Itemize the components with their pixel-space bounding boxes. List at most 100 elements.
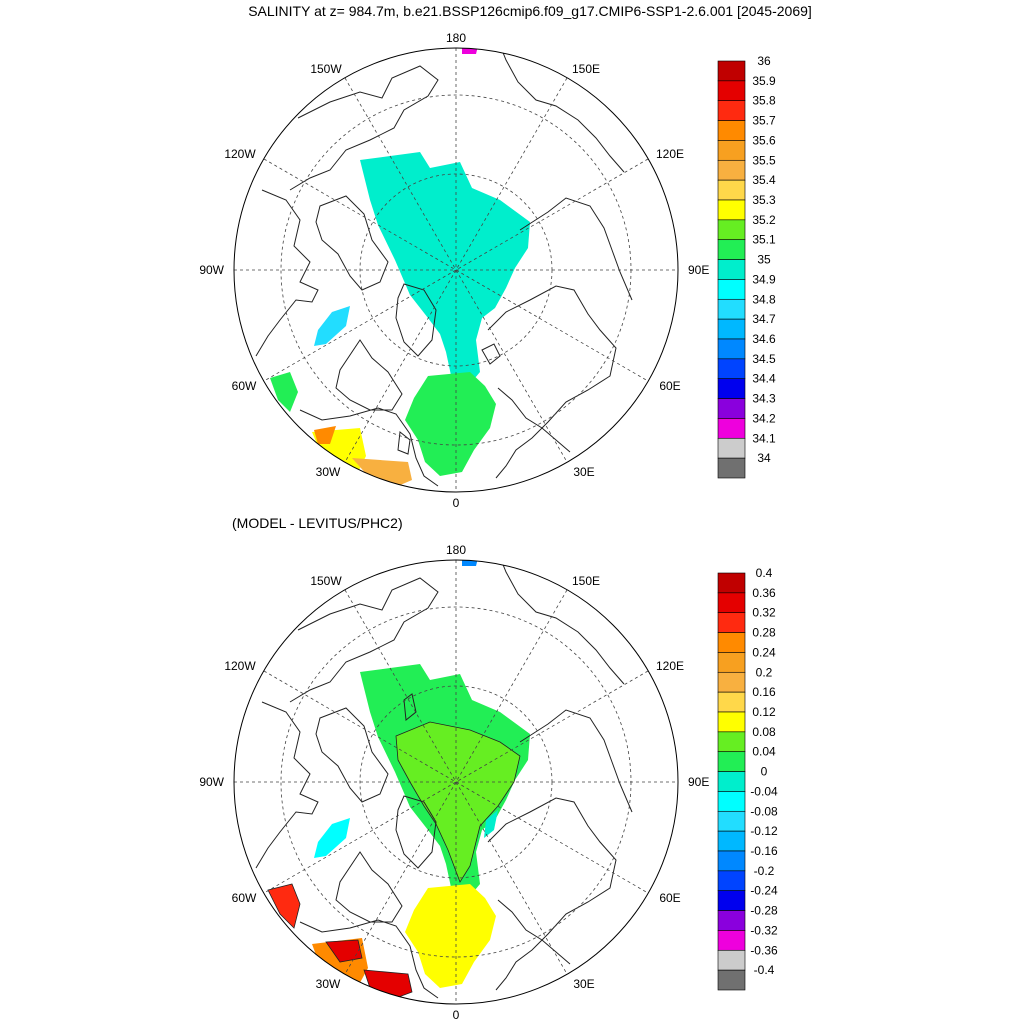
top-arctic-basin-fill xyxy=(360,152,530,384)
bottom-colorbar-tick-label: -0.04 xyxy=(750,784,778,798)
bottom-label-120w: 120W xyxy=(224,659,256,673)
bottom-baffin-fill xyxy=(314,818,350,858)
top-label-150w: 150W xyxy=(310,62,342,76)
top-colorbar-swatch xyxy=(717,259,746,280)
bottom-label-0: 0 xyxy=(453,1008,460,1022)
top-colorbar-tick-label: 34.9 xyxy=(752,272,776,286)
bottom-colorbar-tick-label: -0.28 xyxy=(750,904,778,918)
top-longitude-labels: 180 0 90W 90E 150W 120W 150E 120E 60W 30… xyxy=(199,31,709,510)
bottom-colorbar-swatch xyxy=(717,910,746,931)
top-colorbar-tick-label: 34.7 xyxy=(752,312,776,326)
bottom-colorbar-swatch xyxy=(717,592,746,614)
top-label-30w: 30W xyxy=(316,465,341,479)
bottom-label-60e: 60E xyxy=(659,891,680,905)
top-colorbar-tick-label: 35.7 xyxy=(752,114,776,128)
top-colorbar-swatch xyxy=(717,179,746,201)
bottom-label-150e: 150E xyxy=(572,574,600,588)
bottom-colorbar-tick-label: -0.32 xyxy=(750,923,778,937)
top-colorbar-swatch xyxy=(717,318,746,340)
bottom-longitude-labels: 180 0 90W 90E 150W 120W 150E 120E 60W 30… xyxy=(199,543,709,1022)
bottom-colorbar-swatch xyxy=(717,632,746,653)
top-colorbar-tick-label: 35.2 xyxy=(752,213,776,227)
bottom-colorbar-tick-label: -0.12 xyxy=(750,824,778,838)
bottom-colorbar-swatch xyxy=(717,810,746,832)
bottom-polar-map: 180 0 90W 90E 150W 120W 150E 120E 60W 30… xyxy=(199,543,709,1022)
top-label-150e: 150E xyxy=(572,62,600,76)
top-colorbar-tick-label: 34.5 xyxy=(752,352,776,366)
top-colorbar-swatch xyxy=(717,120,746,141)
bottom-colorbar-swatch xyxy=(717,612,746,633)
bottom-labrador-red-fill xyxy=(267,883,301,929)
top-nordic-seas-fill xyxy=(405,372,496,476)
top-colorbar-tick-label: 35.5 xyxy=(752,153,776,167)
top-colorbar-swatch xyxy=(717,418,746,439)
bottom-colorbar-tick-label: -0.36 xyxy=(750,943,778,957)
bottom-colorbar-tick-label: 0.16 xyxy=(752,685,776,699)
top-colorbar-tick-label: 35.6 xyxy=(752,133,776,147)
bottom-label-180: 180 xyxy=(446,543,466,557)
top-bering-magenta-fill xyxy=(462,48,478,54)
top-colorbar-tick-label: 35.8 xyxy=(752,94,776,108)
top-colorbar-swatch xyxy=(717,80,746,102)
bottom-colorbar-tick-label: -0.4 xyxy=(754,963,775,977)
top-colorbar-swatch xyxy=(717,437,746,459)
bottom-colorbar-tick-label: -0.16 xyxy=(750,844,778,858)
bottom-colorbar-swatch xyxy=(717,930,746,951)
bottom-label-120e: 120E xyxy=(656,659,684,673)
bottom-label-60w: 60W xyxy=(232,891,257,905)
bottom-colorbar-swatch xyxy=(717,751,746,772)
top-colorbar-tick-label: 34.6 xyxy=(752,332,776,346)
bottom-colorbar-swatch xyxy=(717,850,746,872)
bottom-colorbar-swatch xyxy=(717,572,746,594)
bottom-atlantic-red-fill xyxy=(325,939,363,963)
bottom-colorbar-swatch xyxy=(717,671,746,693)
bottom-colorbar-tick-label: 0.32 xyxy=(752,606,776,620)
bottom-colorbar-tick-label: 0.2 xyxy=(756,665,773,679)
bottom-colorbar-swatch xyxy=(717,691,746,713)
top-label-0: 0 xyxy=(453,496,460,510)
bottom-arctic-lightgreen-fill xyxy=(395,721,521,883)
top-colorbar-swatch xyxy=(717,298,746,320)
top-colorbar-tick-label: 35.4 xyxy=(752,173,776,187)
top-polar-map: 180 0 90W 90E 150W 120W 150E 120E 60W 30… xyxy=(199,31,709,510)
top-colorbar-tick-label: 34.1 xyxy=(752,431,776,445)
bottom-coastlines xyxy=(255,560,633,999)
top-colorbar-tick-label: 34.3 xyxy=(752,392,776,406)
bottom-colorbar-swatch xyxy=(717,969,746,991)
bottom-colorbar-swatch xyxy=(717,949,746,971)
top-colorbar-swatch xyxy=(717,199,746,221)
top-label-60w: 60W xyxy=(232,379,257,393)
top-labrador-fill xyxy=(270,372,298,412)
bottom-colorbar-swatch xyxy=(717,771,746,792)
bottom-colorbar-swatch xyxy=(717,652,746,673)
bottom-colorbar-tick-label: 0.24 xyxy=(752,645,776,659)
top-colorbar: 36 35.9 35.8 35.7 35.6 35.5 35.4 35.3 35.2 35.1 35… xyxy=(717,54,776,479)
bottom-arctic-cyan-fill xyxy=(484,810,498,838)
top-colorbar-swatch xyxy=(717,219,746,241)
top-colorbar-swatch xyxy=(717,100,746,121)
top-colorbar-swatch xyxy=(717,60,746,82)
top-label-90e: 90E xyxy=(688,263,709,277)
bottom-colorbar-swatch xyxy=(717,870,746,892)
bottom-colorbar-tick-label: 0.08 xyxy=(752,725,776,739)
bottom-atlantic-red2-fill xyxy=(363,969,413,999)
difference-panel-title: (MODEL - LEVITUS/PHC2) xyxy=(232,515,403,531)
top-atlantic-red-fill xyxy=(314,426,336,444)
top-colorbar-swatch xyxy=(717,159,746,181)
top-colorbar-swatch xyxy=(717,457,746,479)
top-colorbar-tick-label: 34.4 xyxy=(752,372,776,386)
bottom-colorbar-swatch xyxy=(717,791,746,812)
top-colorbar-tick-label: 35.1 xyxy=(752,233,776,247)
bottom-colorbar-swatch xyxy=(717,890,746,911)
top-graticule xyxy=(234,48,678,492)
top-colorbar-swatch xyxy=(717,140,746,161)
top-baffin-fill xyxy=(314,306,350,346)
top-colorbar-tick-label: 35.9 xyxy=(752,74,776,88)
top-colorbar-swatch xyxy=(717,279,746,300)
top-colorbar-tick-label: 35.3 xyxy=(752,193,776,207)
bottom-colorbar-swatch xyxy=(717,731,746,753)
bottom-colorbar-swatch xyxy=(717,830,746,852)
bottom-colorbar-tick-label: -0.2 xyxy=(754,864,775,878)
bottom-colorbar-tick-label: 0.4 xyxy=(756,566,773,580)
